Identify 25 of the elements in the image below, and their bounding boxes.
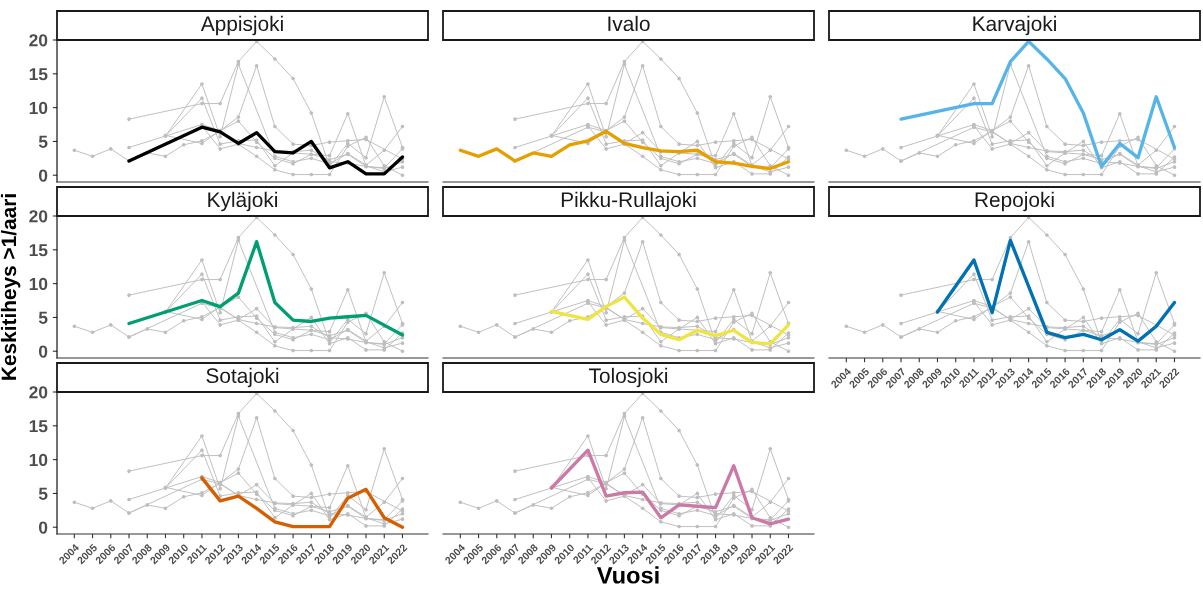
chart-title: Kyläjoki: [208, 191, 277, 212]
y-tick-label: 15: [29, 420, 48, 433]
chart-title: Ivalo: [608, 15, 650, 32]
chart-title: Repojoki: [975, 191, 1054, 212]
y-axis-title: Keskitiheys >1/aari: [0, 194, 21, 380]
y-tick-label: 5: [38, 135, 48, 148]
y-tick-label: 15: [29, 244, 48, 257]
y-tick-label: 5: [38, 487, 48, 500]
y-tick-label: 0: [39, 345, 48, 358]
y-tick-label: 20: [29, 210, 48, 223]
y-tick-label: 10: [29, 277, 48, 291]
y-tick-label: 5: [38, 311, 48, 324]
chart-title: Karvajoki: [973, 15, 1056, 36]
y-tick-label: 20: [29, 386, 48, 399]
y-tick-label: 0: [39, 521, 48, 534]
chart-title: Pikku-Rullajoki: [561, 191, 696, 212]
x-axis-title: Vuosi: [596, 566, 659, 584]
y-tick-label: 10: [29, 101, 48, 115]
y-tick-label: 0: [39, 169, 48, 182]
y-tick-label: 20: [29, 34, 48, 47]
y-tick-label: 10: [29, 453, 48, 467]
chart-title: Sotajoki: [206, 367, 279, 388]
y-tick-label: 15: [29, 68, 48, 81]
chart-title: Appisjoki: [200, 15, 283, 36]
chart-title: Tolosjoki: [589, 367, 668, 388]
